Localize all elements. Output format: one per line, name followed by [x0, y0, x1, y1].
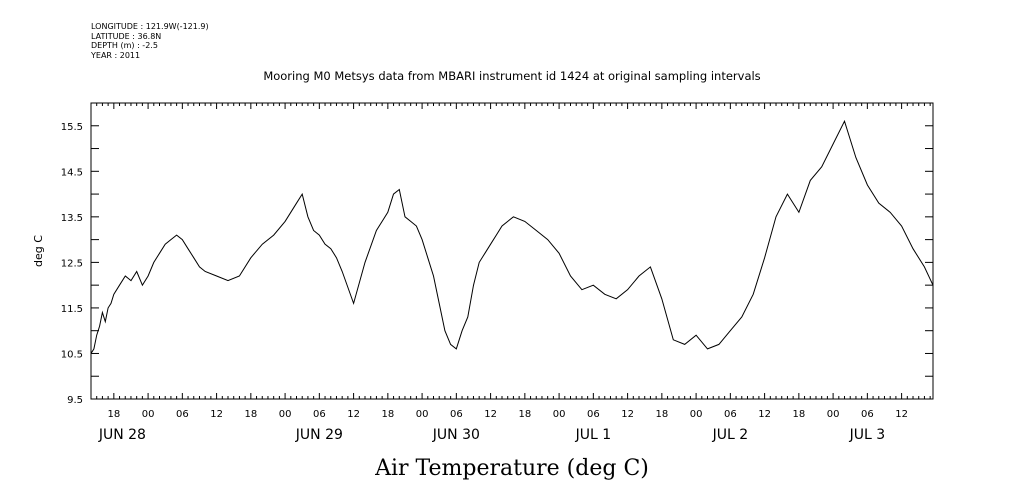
- x-tick-label: 12: [347, 409, 360, 420]
- x-tick-label: 18: [107, 409, 120, 420]
- x-tick-label: 18: [655, 409, 668, 420]
- x-tick-label: 00: [690, 409, 703, 420]
- y-tick-label: 12.5: [61, 258, 83, 269]
- x-tick-label: 00: [416, 409, 429, 420]
- x-tick-label: 18: [381, 409, 394, 420]
- depth-text: DEPTH (m) : -2.5: [91, 41, 158, 50]
- day-label: JUL 1: [575, 427, 612, 443]
- air-temperature-line: [90, 119, 934, 354]
- x-tick-label: 06: [313, 409, 326, 420]
- x-tick-label: 12: [758, 409, 771, 420]
- x-tick-label: 12: [895, 409, 908, 420]
- y-tick-label: 13.5: [61, 213, 83, 224]
- y-tick-label: 10.5: [61, 349, 83, 360]
- x-tick-label: 18: [518, 409, 531, 420]
- y-tick-label: 11.5: [61, 304, 83, 315]
- longitude-text: LONGITUDE : 121.9W(-121.9): [91, 22, 209, 31]
- x-tick-label: 06: [724, 409, 737, 420]
- x-tick-label: 06: [861, 409, 874, 420]
- x-tick-labels: 18 00 06 12 18 00 06 12 18 00 06 12 18 00 06 12 18 00 06 12…: [107, 409, 908, 420]
- x-tick-label: 00: [279, 409, 292, 420]
- day-label: JUN 30: [432, 427, 480, 443]
- x-tick-label: 06: [176, 409, 189, 420]
- x-axis-label: Air Temperature (deg C): [374, 456, 649, 481]
- x-tick-label: 06: [587, 409, 600, 420]
- chart-title: Mooring M0 Metsys data from MBARI instru…: [263, 69, 760, 83]
- day-label: JUN 28: [98, 427, 146, 443]
- day-label: JUN 29: [295, 427, 343, 443]
- x-tick-label: 00: [553, 409, 566, 420]
- year-text: YEAR : 2011: [91, 50, 141, 60]
- x-tick-label: 00: [827, 409, 840, 420]
- day-labels: JUN 28 JUN 29 JUN 30 JUL 1 JUL 2 JUL 3: [98, 427, 885, 443]
- x-tick-label: 12: [621, 409, 634, 420]
- x-tick-label: 12: [484, 409, 497, 420]
- ticks-layer: [90, 102, 933, 400]
- y-tick-label: 14.5: [61, 167, 83, 178]
- latitude-text: LATITUDE : 36.8N: [91, 31, 162, 41]
- plot-frame: [90, 102, 934, 400]
- y-axis-label: deg C: [32, 235, 45, 267]
- y-tick-labels: 9.5 10.5 11.5 12.5 13.5 14.5 15.5: [61, 122, 83, 406]
- x-tick-label: 12: [210, 409, 223, 420]
- day-label: JUL 2: [712, 427, 749, 443]
- x-tick-label: 00: [142, 409, 155, 420]
- y-tick-label: 15.5: [61, 122, 83, 133]
- metadata-block: LONGITUDE : 121.9W(-121.9) LATITUDE : 36…: [91, 22, 209, 60]
- x-tick-label: 18: [792, 409, 805, 420]
- day-label: JUL 3: [849, 427, 886, 443]
- y-tick-label: 9.5: [67, 395, 83, 406]
- x-tick-label: 18: [244, 409, 257, 420]
- x-tick-label: 06: [450, 409, 463, 420]
